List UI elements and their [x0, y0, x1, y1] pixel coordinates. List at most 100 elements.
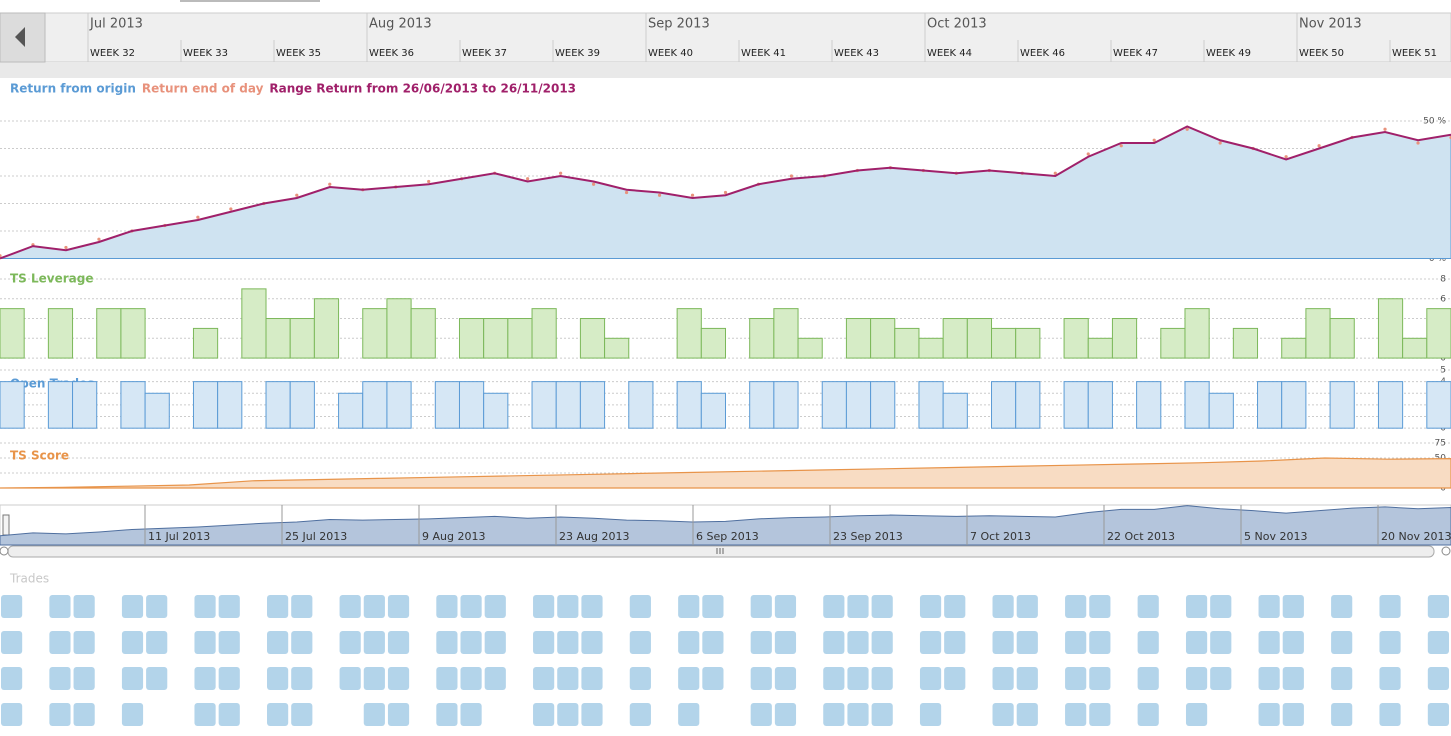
trade-block: [146, 631, 168, 654]
trade-block: [1258, 595, 1280, 618]
trade-block: [339, 667, 361, 690]
eod-dot: [1119, 144, 1123, 148]
week-label: WEEK 40: [648, 48, 693, 59]
trade-block: [218, 667, 240, 690]
trade-block: [1379, 703, 1401, 726]
week-label: WEEK 46: [1020, 48, 1065, 59]
trade-block: [436, 703, 458, 726]
step-bar: [386, 381, 412, 429]
navigator-date: 25 Jul 2013: [285, 530, 347, 543]
trade-block: [1331, 667, 1353, 690]
trade-block: [1065, 703, 1087, 726]
step-bar: [676, 308, 702, 359]
trade-block: [1016, 631, 1038, 654]
step-bar: [966, 318, 993, 359]
trade-block: [73, 595, 95, 618]
trade-block: [774, 667, 797, 690]
trade-block: [1427, 631, 1449, 654]
trade-block: [774, 595, 797, 618]
step-bar: [1208, 392, 1234, 429]
area: [0, 457, 1451, 489]
trade-block: [49, 631, 71, 654]
step-bar: [821, 381, 847, 429]
trade-block: [194, 631, 216, 654]
trade-block: [121, 667, 144, 690]
step-bar: [845, 318, 872, 359]
step-bar: [192, 381, 219, 429]
trade-block: [944, 667, 966, 690]
week-label: WEEK 49: [1206, 48, 1251, 59]
step-bar: [120, 381, 146, 429]
trade-block: [871, 631, 893, 654]
step-bar: [265, 318, 291, 359]
eod-dot: [690, 193, 695, 197]
navigator-date: 7 Oct 2013: [970, 530, 1031, 543]
step-bar: [96, 308, 122, 359]
trade-block: [363, 703, 385, 726]
step-bar: [579, 381, 606, 429]
scrollbar[interactable]: [7, 545, 1435, 558]
trade-block: [436, 667, 458, 690]
scroll-right[interactable]: [1441, 546, 1451, 556]
y-tick-label: 8: [1440, 274, 1446, 284]
step-bar: [894, 327, 920, 359]
step-bar: [555, 381, 581, 429]
step-bar: [507, 318, 533, 359]
trade-block: [533, 631, 555, 654]
trade-block: [387, 667, 410, 690]
step-bar: [942, 318, 968, 359]
trade-block: [1427, 595, 1449, 618]
trade-block: [194, 667, 216, 690]
trade-block: [702, 631, 724, 654]
trade-block: [267, 631, 289, 654]
trade-block: [750, 631, 772, 654]
trade-block: [363, 667, 385, 690]
trade-block: [992, 631, 1014, 654]
trade-block: [73, 631, 95, 654]
trade-block: [387, 595, 410, 618]
trade-block: [436, 595, 458, 618]
trade-block: [1089, 667, 1111, 690]
trade-block: [218, 703, 240, 726]
trade-block: [194, 595, 216, 618]
scroll-left[interactable]: [0, 546, 9, 556]
step-bar: [1087, 337, 1113, 359]
trade-block: [1185, 595, 1208, 618]
step-bar: [313, 298, 340, 359]
eod-dot: [97, 237, 101, 241]
nav-handle-left[interactable]: [2, 514, 10, 536]
trade-block: [557, 667, 579, 690]
step-bar: [942, 392, 968, 429]
navigator-date: 20 Nov 2013: [1381, 530, 1451, 543]
trade-block: [557, 631, 579, 654]
trade-block: [49, 595, 71, 618]
step-bar: [1257, 381, 1283, 429]
step-bar: [1184, 381, 1210, 429]
step-bar: [531, 381, 557, 429]
step-bar: [531, 308, 557, 359]
trade-block: [121, 595, 144, 618]
eod-dot: [1317, 144, 1321, 148]
trade-block: [944, 595, 966, 618]
trade-block: [557, 703, 579, 726]
trade-block: [871, 667, 893, 690]
step-bar: [1305, 308, 1331, 359]
step-bar: [483, 392, 509, 429]
top-tab: [180, 0, 320, 2]
step-bar: [604, 337, 630, 359]
step-bar: [458, 381, 485, 429]
trade-block: [291, 631, 313, 654]
trades-title: Trades: [9, 572, 49, 586]
step-bar: [338, 392, 364, 429]
week-label: WEEK 39: [555, 48, 600, 59]
trade-block: [363, 631, 385, 654]
trade-block: [871, 703, 893, 726]
trade-block: [1089, 631, 1111, 654]
trade-block: [1, 667, 23, 690]
week-label: WEEK 47: [1113, 48, 1158, 59]
week-label: WEEK 43: [834, 48, 879, 59]
month-label: Jul 2013: [89, 17, 143, 32]
step-bar: [991, 327, 1017, 359]
trade-block: [581, 595, 603, 618]
